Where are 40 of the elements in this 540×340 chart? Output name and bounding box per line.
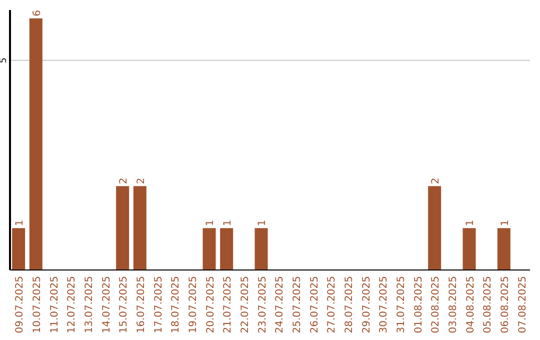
x-tick-label: 16.07.2025 — [136, 276, 147, 334]
x-tick-label: 15.07.2025 — [118, 276, 130, 334]
x-tick-label: 23.07.2025 — [257, 276, 268, 334]
x-tick-label: 12.07.2025 — [66, 276, 78, 334]
x-tick-label: 26.07.2025 — [309, 276, 320, 334]
x-tick-label: 22.07.2025 — [240, 276, 251, 334]
x-tick-label: 24.07.2025 — [274, 276, 286, 334]
data-label: 1 — [222, 220, 234, 226]
x-tick-label: 10.07.2025 — [32, 276, 43, 334]
x-tick-label: 03.08.2025 — [448, 276, 459, 334]
x-tick-label: 09.07.2025 — [14, 276, 26, 334]
x-tick-label: 28.07.2025 — [344, 276, 355, 334]
x-tick-label: 11.07.2025 — [49, 276, 60, 334]
x-tick-label: 01.08.2025 — [413, 276, 424, 334]
x-tick-label: 04.08.2025 — [465, 276, 476, 334]
data-label: 1 — [500, 220, 511, 226]
data-label: 6 — [32, 10, 43, 16]
x-tick-label: 27.07.2025 — [326, 276, 338, 334]
data-label: 1 — [465, 220, 476, 226]
x-tick-label: 29.07.2025 — [361, 276, 372, 334]
x-tick-label: 25.07.2025 — [292, 276, 303, 334]
x-tick-label: 06.08.2025 — [500, 276, 511, 334]
x-tick-label: 07.08.2025 — [517, 276, 528, 334]
x-tick-label: 02.08.2025 — [430, 276, 442, 334]
data-label: 2 — [118, 178, 130, 184]
x-tick-label: 31.07.2025 — [396, 276, 407, 334]
x-tick-label: 19.07.2025 — [188, 276, 199, 334]
data-label: 2 — [430, 178, 442, 184]
data-label: 1 — [14, 220, 26, 226]
data-label: 1 — [205, 220, 216, 226]
x-tick-label: 14.07.2025 — [101, 276, 112, 334]
data-label: 1 — [257, 220, 268, 226]
data-label: 2 — [136, 178, 147, 184]
x-tick-label: 17.07.2025 — [153, 276, 164, 334]
x-tick-label: 21.07.2025 — [222, 276, 234, 334]
x-tick-label: 30.07.2025 — [378, 276, 390, 334]
x-tick-label: 13.07.2025 — [84, 276, 95, 334]
x-tick-label: 18.07.2025 — [170, 276, 182, 334]
x-tick-label: 05.08.2025 — [482, 276, 494, 334]
x-tick-label: 20.07.2025 — [205, 276, 216, 334]
